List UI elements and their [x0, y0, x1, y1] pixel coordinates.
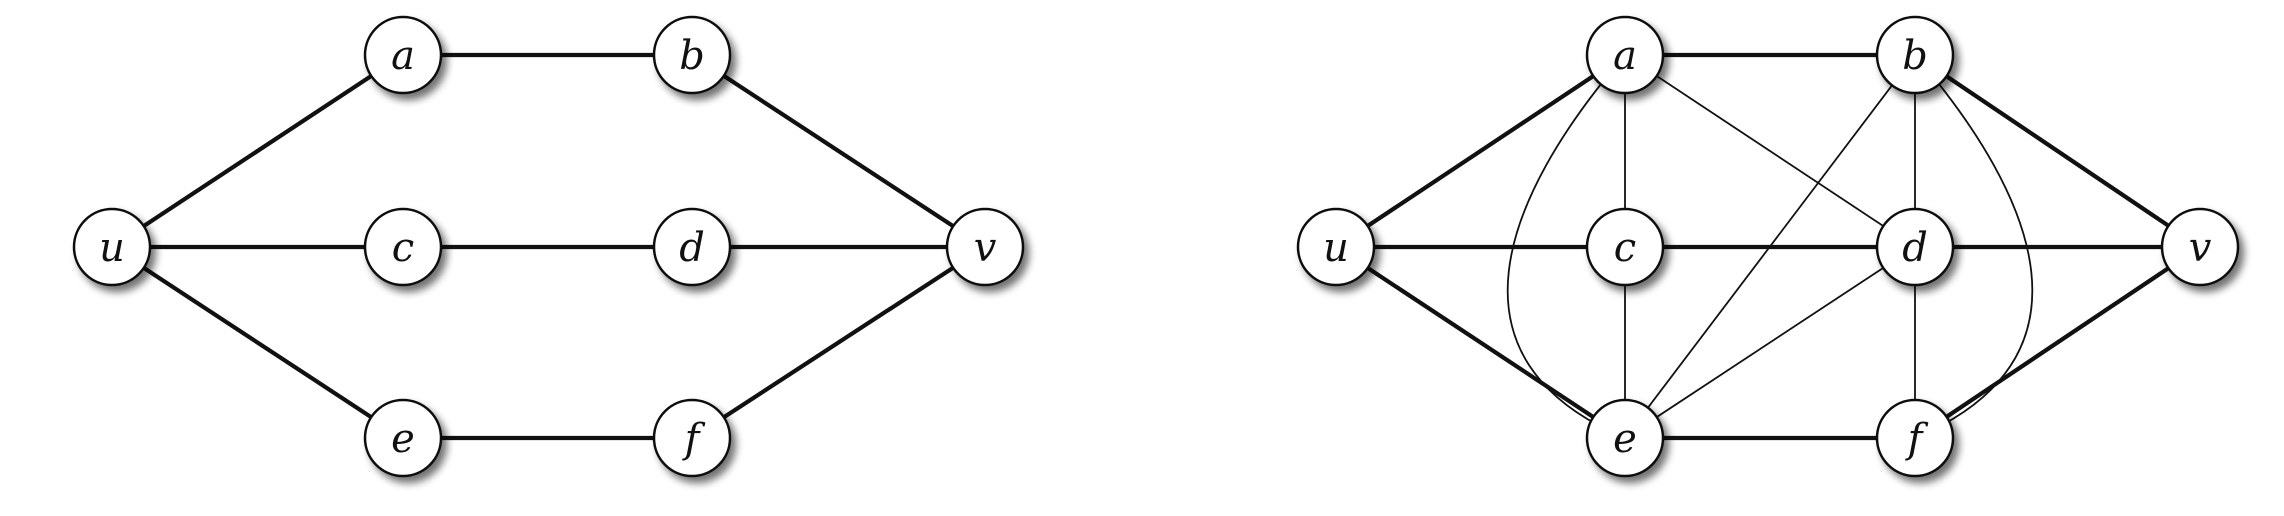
node-label-e: e [1613, 416, 1637, 462]
edge-b-f [1914, 54, 2034, 439]
node-label-b: b [1902, 33, 1928, 79]
graph-left-nodes: a b u c d v e f [72, 15, 1025, 478]
node-d: d [652, 207, 732, 287]
node-label-v: v [2189, 225, 2212, 271]
graph-left: a b u c d v e f [72, 15, 1025, 478]
edge-b-v [1912, 52, 2203, 250]
node-circle [652, 15, 732, 95]
node-label-u: u [99, 225, 125, 271]
node-circle [363, 207, 443, 287]
node-label-u: u [1323, 225, 1349, 271]
graph-left-edges [109, 52, 988, 441]
node-label-a: a [391, 33, 415, 79]
node-a: a [1585, 15, 1665, 95]
node-circle [1585, 398, 1665, 478]
node-circle [1875, 398, 1955, 478]
node-label-b: b [679, 33, 705, 79]
edge-b-v [689, 52, 988, 250]
node-circle [1875, 15, 1955, 95]
node-v: v [945, 207, 1025, 287]
node-b: b [652, 15, 732, 95]
node-circle [72, 207, 152, 287]
node-label-c: c [1614, 225, 1636, 271]
node-circle [1296, 207, 1376, 287]
node-circle [945, 207, 1025, 287]
edge-u-a [109, 52, 406, 250]
edge-f-v [1912, 244, 2203, 441]
node-circle [363, 398, 443, 478]
edge-u-e [109, 244, 406, 441]
edge-a-d [1624, 54, 1916, 248]
node-a: a [363, 15, 443, 95]
node-circle [363, 15, 443, 95]
edge-d-e [1624, 246, 1916, 439]
edge-f-v [689, 244, 988, 441]
node-c: c [1585, 207, 1665, 287]
node-label-d: d [1902, 225, 1928, 271]
node-label-d: d [679, 225, 705, 271]
node-e: e [363, 398, 443, 478]
node-circle [652, 398, 732, 478]
graph-right: a b u c d v e f [1296, 15, 2240, 478]
edge-u-a [1333, 52, 1628, 250]
edge-u-e [1333, 244, 1628, 441]
node-u: u [1296, 207, 1376, 287]
node-v: v [2160, 207, 2240, 287]
node-circle [1585, 207, 1665, 287]
node-circle [652, 207, 732, 287]
node-b: b [1875, 15, 1955, 95]
node-circle [1585, 15, 1665, 95]
edge-b-e [1624, 54, 1916, 439]
node-f: f [652, 398, 732, 478]
node-circle [2160, 207, 2240, 287]
edge-a-e [1506, 54, 1626, 439]
node-f: f [1875, 398, 1955, 478]
graph-right-edges [1333, 52, 2203, 441]
graph-right-nodes: a b u c d v e f [1296, 15, 2240, 478]
node-c: c [363, 207, 443, 287]
node-u: u [72, 207, 152, 287]
node-label-e: e [391, 416, 415, 462]
node-label-v: v [974, 225, 997, 271]
node-d: d [1875, 207, 1955, 287]
node-circle [1875, 207, 1955, 287]
node-e: e [1585, 398, 1665, 478]
node-label-a: a [1613, 33, 1637, 79]
node-label-c: c [392, 225, 414, 271]
